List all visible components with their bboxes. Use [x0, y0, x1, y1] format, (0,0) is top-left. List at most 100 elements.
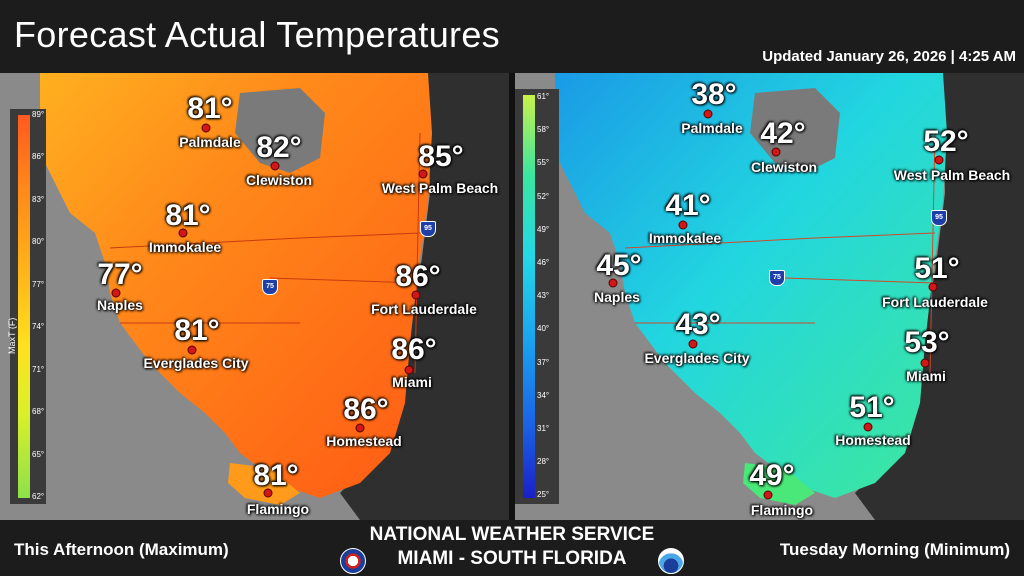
page-title: Forecast Actual Temperatures [14, 14, 500, 55]
max-temp-map-graphic [0, 73, 509, 520]
road-line [269, 277, 421, 284]
lake-okeechobee [235, 88, 325, 173]
legend-tick: 40° [537, 324, 550, 333]
legend-tick: 25° [537, 490, 550, 499]
city-marker [678, 220, 688, 230]
interstate-shield-icon: 75 [262, 279, 278, 295]
city-temp-homestead: 86° [343, 393, 389, 426]
city-temp-homestead: 51° [849, 391, 895, 424]
road-line [929, 132, 936, 374]
city-name-fort-lauderdale: Fort Lauderdale [882, 294, 988, 310]
city-name-immokalee: Immokalee [148, 239, 222, 255]
city-name-miami: Miami [906, 368, 946, 384]
legend-title: MaxT (F) [7, 317, 17, 354]
city-name-miami: Miami [392, 374, 432, 390]
city-name-clewiston: Clewiston [750, 159, 818, 175]
city-marker [263, 488, 273, 498]
left-map-caption: This Afternoon (Maximum) [14, 540, 229, 559]
city-marker [178, 228, 188, 238]
city-marker [418, 169, 428, 179]
legend-tick: 89° [32, 110, 45, 119]
legend-color-bar [18, 115, 30, 498]
city-marker [934, 155, 944, 165]
legend-tick: 83° [32, 195, 45, 204]
atlantic-ocean [855, 73, 1024, 520]
city-temp-immokalee: 41° [665, 189, 711, 222]
max-temp-legend: MaxT (F) 89° 86° 83° 80° 77° 74° 71° 68°… [7, 109, 46, 504]
legend-tick: 74° [32, 322, 45, 331]
legend-tick: 62° [32, 492, 45, 501]
updated-timestamp: Updated January 26, 2026 | 4:25 AM [762, 48, 1016, 65]
city-name-homestead: Homestead [835, 432, 911, 448]
city-temp-everglades-city: 81° [174, 314, 220, 347]
legend-tick: 43° [537, 291, 550, 300]
interstate-shield-icon: 95 [931, 210, 947, 226]
city-name-fort-lauderdale: Fort Lauderdale [371, 301, 477, 317]
min-temp-map: 61° 58° 55° 52° 49° 46° 43° 40° 37° 34° … [515, 73, 1024, 520]
city-name-everglades-city: Everglades City [644, 350, 750, 366]
interstate-shield-icon: 75 [769, 270, 785, 286]
noaa-logo-icon [658, 548, 684, 574]
city-name-flamingo: Flamingo [750, 502, 814, 518]
city-temp-immokalee: 81° [165, 199, 211, 232]
city-name-west-palm-beach: West Palm Beach [381, 180, 499, 196]
city-name-homestead: Homestead [326, 433, 402, 449]
legend-tick: 77° [32, 280, 45, 289]
legend-tick: 68° [32, 407, 45, 416]
legend-tick: 55° [537, 158, 550, 167]
road-line [784, 277, 936, 284]
road-line [624, 232, 936, 249]
city-temp-flamingo: 49° [749, 459, 795, 492]
city-temp-naples: 45° [596, 249, 642, 282]
road-line [109, 232, 421, 249]
city-marker [201, 123, 211, 133]
city-marker [355, 423, 365, 433]
legend-tick: 71° [32, 365, 45, 374]
city-marker [411, 290, 421, 300]
city-temp-palmdale: 38° [691, 78, 737, 111]
city-temp-miami: 53° [904, 326, 950, 359]
legend-tick: 31° [537, 424, 550, 433]
city-name-everglades-city: Everglades City [143, 355, 249, 371]
legend-tick: 34° [537, 391, 550, 400]
city-temp-clewiston: 82° [256, 131, 302, 164]
right-map-caption: Tuesday Morning (Minimum) [779, 540, 1010, 559]
city-temp-fort-lauderdale: 51° [914, 252, 960, 285]
peninsula-cool [555, 73, 947, 498]
legend-tick: 58° [537, 125, 550, 134]
legend-tick: 37° [537, 358, 550, 367]
legend-tick: 28° [537, 457, 550, 466]
interstate-shield-icon: 95 [420, 221, 436, 237]
min-temp-legend: 61° 58° 55° 52° 49° 46° 43° 40° 37° 34° … [515, 89, 559, 504]
city-name-clewiston: Clewiston [245, 172, 313, 188]
city-marker [270, 161, 280, 171]
peninsula-warm [40, 73, 432, 498]
legend-tick: 52° [537, 192, 550, 201]
city-marker [688, 339, 698, 349]
office-name: NATIONAL WEATHER SERVICE [369, 524, 655, 545]
city-name-naples: Naples [97, 297, 143, 313]
city-temp-west-palm-beach: 85° [418, 140, 464, 173]
city-marker [608, 278, 618, 288]
keys-warm [228, 463, 300, 505]
min-temp-map-graphic [515, 73, 1024, 520]
city-marker [771, 147, 781, 157]
city-temp-clewiston: 42° [760, 117, 806, 150]
city-name-palmdale: Palmdale [179, 134, 241, 150]
city-temp-naples: 77° [97, 258, 143, 291]
legend-tick: 80° [32, 237, 45, 246]
atlantic-ocean [340, 73, 509, 520]
legend-color-bar [523, 95, 535, 498]
city-marker [928, 282, 938, 292]
legend-tick: 46° [537, 258, 550, 267]
city-name-immokalee: Immokalee [648, 230, 722, 246]
city-marker [703, 109, 713, 119]
max-temp-map: MaxT (F) 89° 86° 83° 80° 77° 74° 71° 68°… [0, 73, 509, 520]
nws-logo-icon [340, 548, 366, 574]
city-name-west-palm-beach: West Palm Beach [893, 167, 1011, 183]
city-temp-everglades-city: 43° [675, 308, 721, 341]
city-marker [920, 358, 930, 368]
city-temp-fort-lauderdale: 86° [395, 260, 441, 293]
legend-tick: 65° [32, 450, 45, 459]
city-name-naples: Naples [594, 289, 640, 305]
